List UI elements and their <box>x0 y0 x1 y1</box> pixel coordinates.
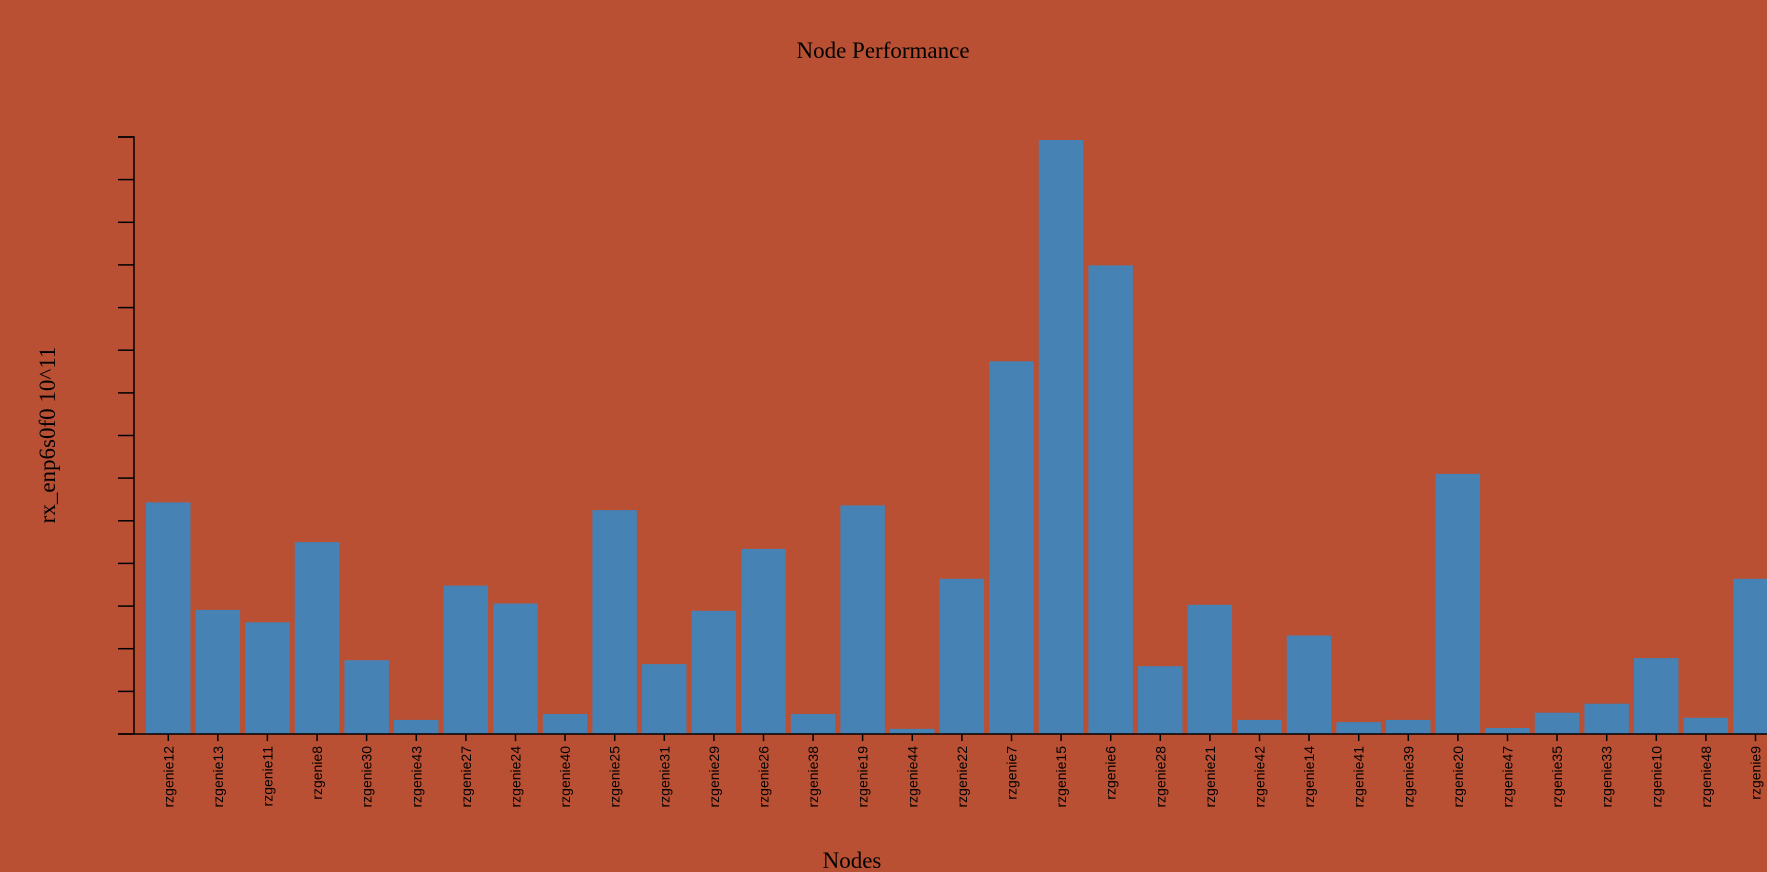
x-tick-label-rzgenie39: rzgenie39 <box>1400 746 1416 808</box>
bar-rzgenie35 <box>1534 712 1580 734</box>
bar-rzgenie42 <box>1237 719 1282 734</box>
x-tick-label-rzgenie12: rzgenie12 <box>160 746 176 808</box>
x-tick-label-rzgenie10: rzgenie10 <box>1648 746 1664 808</box>
bars-layer <box>146 140 1767 734</box>
bar-rzgenie6 <box>1088 265 1133 734</box>
bar-rzgenie44 <box>890 728 935 734</box>
bar-rzgenie11 <box>245 622 290 734</box>
bar-rzgenie22 <box>939 578 985 734</box>
bar-rzgenie38 <box>790 714 836 734</box>
x-tick-label-rzgenie8: rzgenie8 <box>309 746 325 800</box>
bar-rzgenie31 <box>642 664 687 734</box>
bar-rzgenie28 <box>1138 666 1183 734</box>
x-tick-label-rzgenie20: rzgenie20 <box>1450 746 1466 808</box>
bar-rzgenie15 <box>1038 140 1084 734</box>
chart-title: Node Performance <box>796 38 969 63</box>
x-tick-label-rzgenie19: rzgenie19 <box>855 746 871 808</box>
bar-rzgenie13 <box>195 609 241 734</box>
bar-rzgenie7 <box>989 361 1034 734</box>
x-tick-label-rzgenie28: rzgenie28 <box>1152 746 1168 808</box>
bar-rzgenie14 <box>1286 635 1332 734</box>
bar-rzgenie33 <box>1584 703 1629 734</box>
bar-rzgenie39 <box>1386 719 1431 734</box>
bar-rzgenie30 <box>344 660 389 734</box>
x-tick-label-rzgenie47: rzgenie47 <box>1500 746 1516 808</box>
x-tick-label-rzgenie13: rzgenie13 <box>210 746 226 808</box>
bar-rzgenie47 <box>1485 728 1530 734</box>
y-axis <box>118 136 135 735</box>
x-tick-label-rzgenie26: rzgenie26 <box>756 746 772 808</box>
x-tick-label-rzgenie21: rzgenie21 <box>1202 746 1218 808</box>
x-tick-label-rzgenie14: rzgenie14 <box>1301 746 1317 808</box>
x-tick-label-rzgenie9: rzgenie9 <box>1748 746 1764 800</box>
x-tick-label-rzgenie27: rzgenie27 <box>458 746 474 808</box>
x-tick-label-rzgenie22: rzgenie22 <box>954 746 970 808</box>
bar-rzgenie26 <box>741 548 786 734</box>
bar-rzgenie29 <box>691 610 737 734</box>
x-tick-label-rzgenie25: rzgenie25 <box>607 746 623 808</box>
x-tick-label-rzgenie43: rzgenie43 <box>408 746 424 808</box>
bar-rzgenie21 <box>1187 604 1233 734</box>
bar-rzgenie41 <box>1336 722 1381 734</box>
x-tick-label-rzgenie31: rzgenie31 <box>656 746 672 808</box>
bar-rzgenie40 <box>542 714 588 734</box>
x-tick-label-rzgenie7: rzgenie7 <box>1004 746 1020 800</box>
x-tick-label-rzgenie48: rzgenie48 <box>1698 746 1714 808</box>
bar-rzgenie24 <box>493 603 538 734</box>
bar-rzgenie9 <box>1733 578 1767 734</box>
bar-rzgenie27 <box>443 585 489 734</box>
x-tick-label-rzgenie40: rzgenie40 <box>557 746 573 808</box>
x-tick-label-rzgenie30: rzgenie30 <box>359 746 375 808</box>
x-tick-label-rzgenie42: rzgenie42 <box>1252 746 1268 808</box>
bar-rzgenie10 <box>1634 658 1679 734</box>
x-tick-label-rzgenie35: rzgenie35 <box>1549 746 1565 808</box>
bar-rzgenie48 <box>1683 717 1729 734</box>
bar-rzgenie19 <box>840 505 885 734</box>
x-tick-label-rzgenie24: rzgenie24 <box>508 746 524 808</box>
x-tick-label-rzgenie29: rzgenie29 <box>706 746 722 808</box>
bar-rzgenie8 <box>294 542 340 734</box>
bar-rzgenie12 <box>146 502 191 734</box>
bar-rzgenie43 <box>394 719 439 734</box>
x-tick-label-rzgenie38: rzgenie38 <box>805 746 821 808</box>
x-axis: rzgenie12 rzgenie13 rzgenie11 rzgenie8 rzgen… <box>134 733 1767 808</box>
x-tick-label-rzgenie15: rzgenie15 <box>1053 746 1069 808</box>
x-axis-title: Nodes <box>823 848 882 872</box>
x-tick-label-rzgenie41: rzgenie41 <box>1351 746 1367 808</box>
bar-rzgenie25 <box>592 510 637 734</box>
y-axis-title: rx_enp6s0f0 10^11 <box>35 347 60 524</box>
x-tick-label-rzgenie44: rzgenie44 <box>904 746 920 808</box>
bar-rzgenie20 <box>1435 473 1481 734</box>
x-tick-label-rzgenie33: rzgenie33 <box>1599 746 1615 808</box>
x-tick-label-rzgenie6: rzgenie6 <box>1103 746 1119 800</box>
x-tick-label-rzgenie11: rzgenie11 <box>259 746 275 807</box>
